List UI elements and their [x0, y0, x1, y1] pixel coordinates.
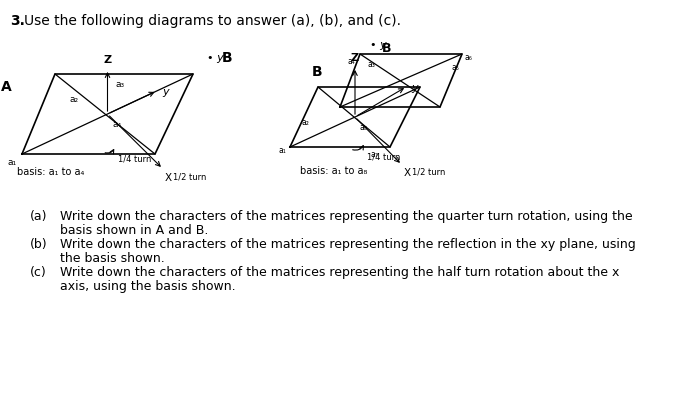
Text: a₁: a₁ — [278, 146, 286, 154]
Text: a₃: a₃ — [115, 80, 124, 89]
Text: 1/4 turn: 1/4 turn — [367, 153, 400, 161]
Text: 1/2 turn: 1/2 turn — [173, 173, 206, 182]
Text: y: y — [162, 86, 169, 97]
Text: (b): (b) — [30, 237, 48, 250]
Text: Write down the characters of the matrices representing the half turn rotation ab: Write down the characters of the matrice… — [60, 266, 620, 278]
Text: X: X — [165, 173, 172, 183]
Text: 1/4 turn: 1/4 turn — [118, 154, 151, 164]
Text: the basis shown.: the basis shown. — [60, 252, 164, 264]
Text: axis, using the basis shown.: axis, using the basis shown. — [60, 279, 236, 292]
Text: 1/2 turn: 1/2 turn — [412, 168, 445, 177]
Text: B: B — [382, 42, 391, 55]
Text: a₇: a₇ — [370, 150, 378, 159]
Text: basis: a₁ to a₈: basis: a₁ to a₈ — [300, 166, 368, 176]
Text: B: B — [222, 51, 232, 65]
Text: (c): (c) — [30, 266, 47, 278]
Text: A: A — [1, 80, 12, 94]
Text: Write down the characters of the matrices representing the reflection in the xy : Write down the characters of the matrice… — [60, 237, 636, 250]
Text: a₆: a₆ — [465, 53, 473, 62]
Text: a₄: a₄ — [347, 57, 355, 66]
Text: a₂: a₂ — [69, 95, 78, 104]
Text: a₃: a₃ — [368, 60, 376, 69]
Text: basis: a₁ to a₄: basis: a₁ to a₄ — [17, 166, 85, 177]
Text: Write down the characters of the matrices representing the quarter turn rotation: Write down the characters of the matrice… — [60, 209, 633, 223]
Text: a₄: a₄ — [113, 120, 122, 129]
Text: • y: • y — [370, 40, 386, 50]
Text: 3.: 3. — [10, 14, 25, 28]
Text: Use the following diagrams to answer (a), (b), and (c).: Use the following diagrams to answer (a)… — [24, 14, 401, 28]
Text: a₁: a₁ — [8, 158, 17, 166]
Text: a₂: a₂ — [302, 118, 310, 127]
Text: X: X — [404, 168, 411, 178]
Text: a₈: a₈ — [360, 123, 368, 132]
Text: B: B — [312, 64, 322, 78]
Text: Z: Z — [351, 53, 359, 63]
Text: • y: • y — [207, 53, 224, 63]
Text: basis shown in A and B.: basis shown in A and B. — [60, 223, 209, 236]
Text: a₅: a₅ — [452, 63, 460, 72]
Text: Z: Z — [104, 55, 111, 65]
Text: (a): (a) — [30, 209, 48, 223]
Text: y: y — [412, 82, 419, 93]
